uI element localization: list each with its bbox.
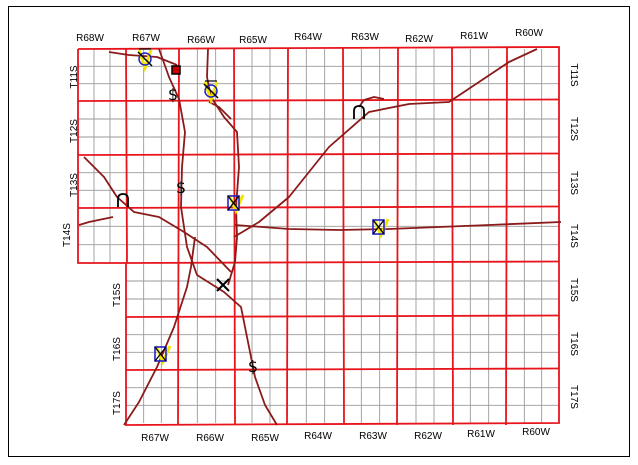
dollar-icon[interactable]: $	[176, 178, 186, 197]
svg-text:$: $	[248, 357, 258, 376]
township-label-right: T17S	[568, 385, 579, 409]
dollar-icon[interactable]: $	[168, 85, 178, 104]
township-line	[451, 47, 454, 426]
range-label-bottom: R61W	[467, 429, 495, 440]
svg-text:$: $	[176, 178, 186, 197]
road	[158, 48, 278, 426]
township-label-left: T17S	[112, 391, 123, 415]
township-label-right: T11S	[568, 63, 579, 86]
township-label-right: T13S	[568, 171, 579, 195]
road	[208, 101, 232, 120]
range-label-bottom: R64W	[304, 431, 332, 442]
square-marker-icon[interactable]	[171, 65, 181, 75]
map-frame: R68W R67W R66W R65W R64W R63W R62W R61W …	[8, 6, 630, 457]
road	[123, 236, 196, 426]
road	[206, 48, 240, 286]
range-label-top: R65W	[239, 35, 267, 46]
township-label-left: T11S	[69, 65, 80, 88]
range-label-bottom: R66W	[196, 433, 224, 444]
township-line	[125, 314, 560, 318]
township-line	[286, 47, 289, 426]
township-label-right: T16S	[568, 332, 579, 356]
map-symbols: $ $	[117, 48, 390, 376]
township-grid	[77, 46, 560, 426]
township-label-right: T15S	[568, 278, 579, 302]
crossed-circle-icon[interactable]	[137, 48, 153, 73]
range-label-top: R64W	[294, 32, 322, 43]
township-label-right: T12S	[568, 117, 579, 141]
township-line	[77, 152, 560, 156]
range-label-bottom: R60W	[522, 427, 550, 438]
svg-text:$: $	[168, 85, 178, 104]
range-label-top: R62W	[405, 34, 433, 45]
section-grid	[78, 49, 559, 423]
crossed-box-icon[interactable]	[227, 194, 245, 215]
township-line	[125, 48, 128, 264]
range-label-top: R60W	[515, 28, 543, 39]
range-label-top: R61W	[460, 31, 488, 42]
range-label-top: R67W	[132, 33, 160, 44]
township-label-left: T14S	[62, 223, 73, 247]
arch-icon[interactable]	[353, 105, 365, 119]
range-label-top: R66W	[187, 35, 215, 46]
township-line	[77, 205, 560, 209]
township-label-right: T14S	[568, 224, 579, 248]
range-label-bottom: R65W	[251, 433, 279, 444]
range-label-top: R68W	[76, 33, 104, 44]
crossed-box-icon[interactable]	[154, 345, 172, 366]
township-label-left: T13S	[69, 173, 80, 197]
crossed-box-icon[interactable]	[372, 218, 390, 239]
road	[78, 216, 114, 226]
township-line	[177, 48, 180, 426]
township-label-left: T15S	[112, 283, 123, 307]
township-line	[125, 367, 560, 371]
road	[234, 221, 562, 231]
township-label-left: T16S	[112, 337, 123, 361]
township-line	[396, 47, 399, 426]
range-label-bottom: R63W	[359, 431, 387, 442]
township-boundary	[77, 46, 560, 426]
road-network	[78, 48, 562, 426]
township-line	[125, 260, 560, 264]
township-line	[342, 47, 345, 426]
township-label-left: T12S	[69, 119, 80, 143]
dollar-icon[interactable]: $	[248, 357, 258, 376]
road	[358, 96, 385, 108]
crossed-circle-icon[interactable]	[203, 80, 219, 105]
road	[233, 48, 538, 238]
range-label-bottom: R67W	[141, 433, 169, 444]
township-line	[77, 98, 560, 102]
range-label-bottom: R62W	[414, 431, 442, 442]
arch-icon[interactable]	[117, 193, 129, 207]
grid-labels: R68W R67W R66W R65W R64W R63W R62W R61W …	[62, 28, 579, 444]
township-map: R68W R67W R66W R65W R64W R63W R62W R61W …	[62, 28, 579, 444]
road	[83, 156, 232, 273]
range-label-top: R63W	[351, 32, 379, 43]
x-mark-icon[interactable]	[216, 278, 230, 292]
township-line	[505, 46, 508, 426]
